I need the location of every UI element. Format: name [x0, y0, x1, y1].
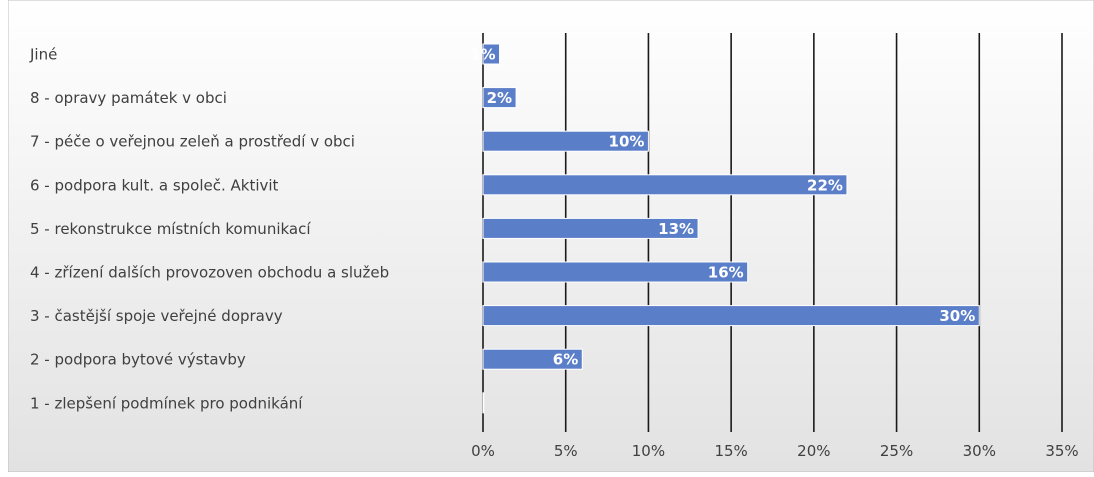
category-label: 5 - rekonstrukce místních komunikací: [30, 220, 311, 238]
bar: [482, 261, 749, 283]
category-labels: Jiné 8 - opravy památek v obci 7 - péče o …: [29, 46, 389, 413]
data-label: 22%: [807, 176, 843, 194]
bar: [482, 130, 649, 152]
bar: [482, 305, 980, 327]
bar: [482, 217, 699, 239]
data-label: 6%: [553, 351, 578, 369]
bar: [482, 348, 583, 370]
x-tick-labels: 0% 5% 10% 15% 20% 25% 30% 35%: [471, 442, 1079, 460]
x-tick-label: 35%: [1045, 442, 1078, 460]
bar: [482, 174, 848, 196]
data-label: 30%: [939, 307, 975, 325]
data-label: 10%: [609, 133, 645, 151]
data-label: 1%: [470, 46, 495, 64]
x-tick-label: 10%: [632, 442, 665, 460]
category-label: 6 - podpora kult. a společ. Aktivit: [30, 176, 279, 194]
x-tick-label: 0%: [471, 442, 495, 460]
data-label: 16%: [708, 264, 744, 282]
x-tick-label: 15%: [714, 442, 747, 460]
data-label: 2%: [487, 89, 512, 107]
category-label: 4 - zřízení dalších provozoven obchodu a…: [30, 264, 389, 282]
data-label: 13%: [658, 220, 694, 238]
bar: [482, 43, 501, 65]
data-labels: 1% 2% 10% 22% 13% 16% 30% 6%: [470, 46, 975, 369]
bar: [482, 87, 517, 109]
category-label: 2 - podpora bytové výstavby: [30, 351, 246, 369]
bar: [482, 392, 485, 414]
category-label: Jiné: [29, 46, 57, 64]
x-tick-label: 20%: [797, 442, 830, 460]
category-label: 1 - zlepšení podmínek pro podnikání: [30, 394, 303, 412]
bar-chart: Jiné 8 - opravy památek v obci 7 - péče o …: [8, 0, 1094, 472]
x-tick-label: 5%: [554, 442, 578, 460]
x-tick-label: 25%: [880, 442, 913, 460]
bars: [482, 43, 980, 414]
category-label: 3 - častější spoje veřejné dopravy: [30, 307, 283, 325]
chart-area: Jiné 8 - opravy památek v obci 7 - péče o …: [8, 0, 1094, 472]
category-label: 7 - péče o veřejnou zeleň a prostředí v …: [30, 133, 355, 151]
category-label: 8 - opravy památek v obci: [30, 89, 227, 107]
x-tick-label: 30%: [963, 442, 996, 460]
